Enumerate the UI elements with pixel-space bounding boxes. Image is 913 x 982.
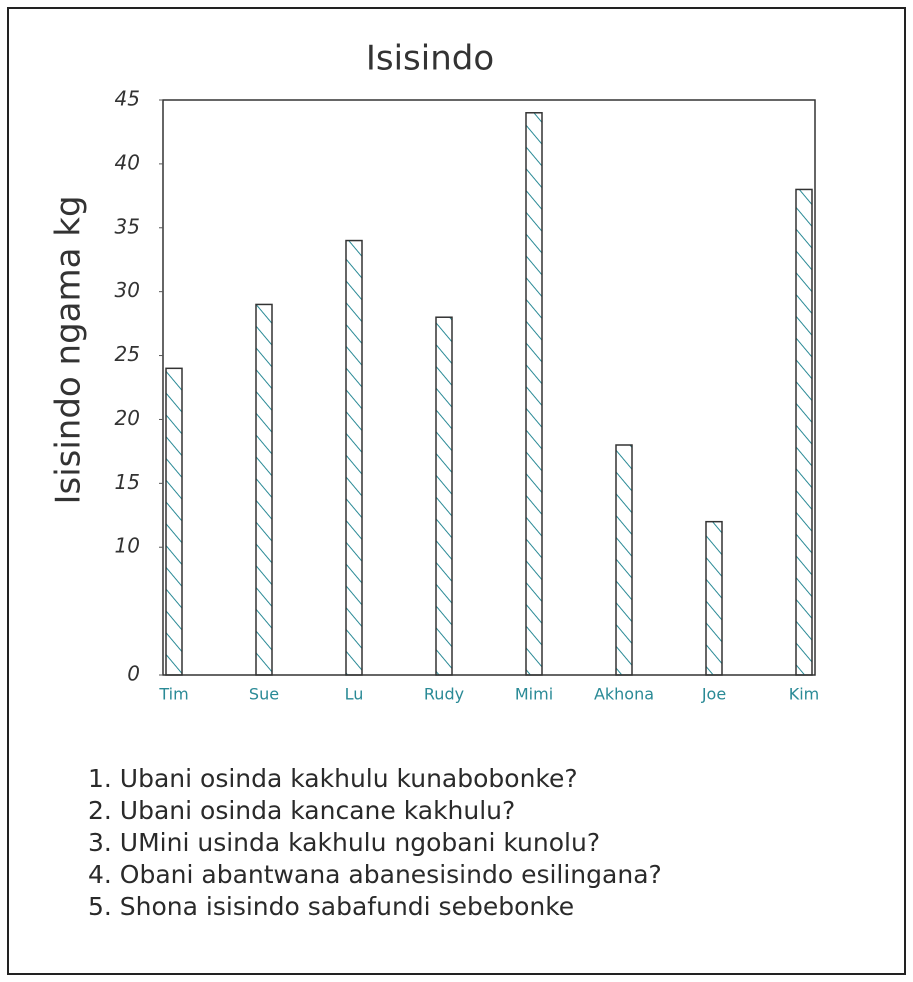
y-tick-label: 40	[115, 150, 140, 174]
y-tick-label: 20	[115, 406, 140, 430]
question: 2. Ubani osinda kancane kakhulu?	[88, 796, 515, 825]
bar	[706, 522, 722, 675]
chart: Isisindo Isisindo ngama kg 0 10 15 20 25 30 35…	[0, 0, 913, 982]
y-tick-label: 25	[115, 342, 140, 366]
x-tick-label: Tim	[158, 685, 188, 704]
y-tick-label: 10	[115, 534, 140, 558]
y-tick-label: 15	[115, 470, 140, 494]
question: 4. Obani abantwana abanesisindo esilinga…	[88, 860, 662, 889]
x-tick-label: Sue	[249, 685, 279, 704]
x-tick-label: Rudy	[424, 685, 464, 704]
y-tick-label: 35	[115, 214, 140, 238]
x-tick-label: Akhona	[594, 685, 654, 704]
question: 5. Shona isisindo sabafundi sebebonke	[88, 892, 574, 921]
y-tick-label: 30	[115, 278, 140, 302]
x-tick-label: Lu	[345, 685, 364, 704]
x-tick-label: Kim	[789, 685, 820, 704]
question: 3. UMini usinda kakhulu ngobani kunolu?	[88, 828, 600, 857]
bar	[526, 113, 542, 675]
bar	[166, 368, 182, 675]
x-tick-label: Joe	[701, 685, 726, 704]
y-tick-label: 45	[115, 87, 140, 111]
x-tick-label: Mimi	[515, 685, 553, 704]
bar	[796, 189, 812, 675]
question: 1. Ubani osinda kakhulu kunabobonke?	[88, 764, 578, 793]
chart-title: Isisindo	[366, 39, 494, 79]
bar	[346, 241, 362, 675]
bar	[256, 304, 272, 675]
bar	[436, 317, 452, 675]
y-axis-label: Isisindo ngama kg	[49, 195, 89, 504]
bar	[616, 445, 632, 675]
y-tick-label: 0	[127, 662, 140, 686]
